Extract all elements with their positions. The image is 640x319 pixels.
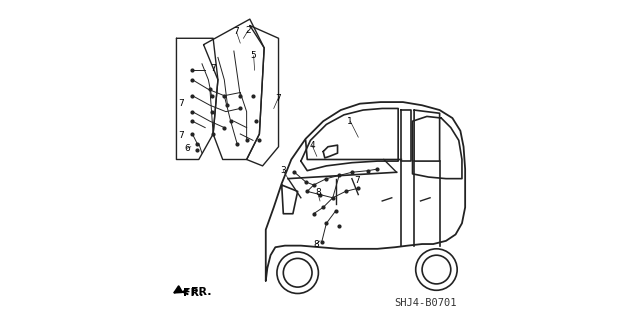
Text: 8: 8 [315,189,321,197]
Text: 7: 7 [179,99,184,108]
Text: 6: 6 [184,144,190,153]
Text: 2: 2 [245,26,251,35]
Text: 7: 7 [234,27,239,36]
Text: 7: 7 [211,64,216,73]
Text: 7: 7 [179,131,184,140]
Text: 7: 7 [275,94,281,103]
Text: 8: 8 [313,240,319,249]
Text: 4: 4 [309,141,315,150]
Text: 7: 7 [354,176,360,185]
Text: FR.: FR. [183,287,211,297]
Text: 3: 3 [280,166,286,175]
Text: 1: 1 [348,117,353,126]
Text: SHJ4-B0701: SHJ4-B0701 [394,298,456,308]
Text: FR.: FR. [183,287,204,298]
Text: 5: 5 [251,51,257,60]
